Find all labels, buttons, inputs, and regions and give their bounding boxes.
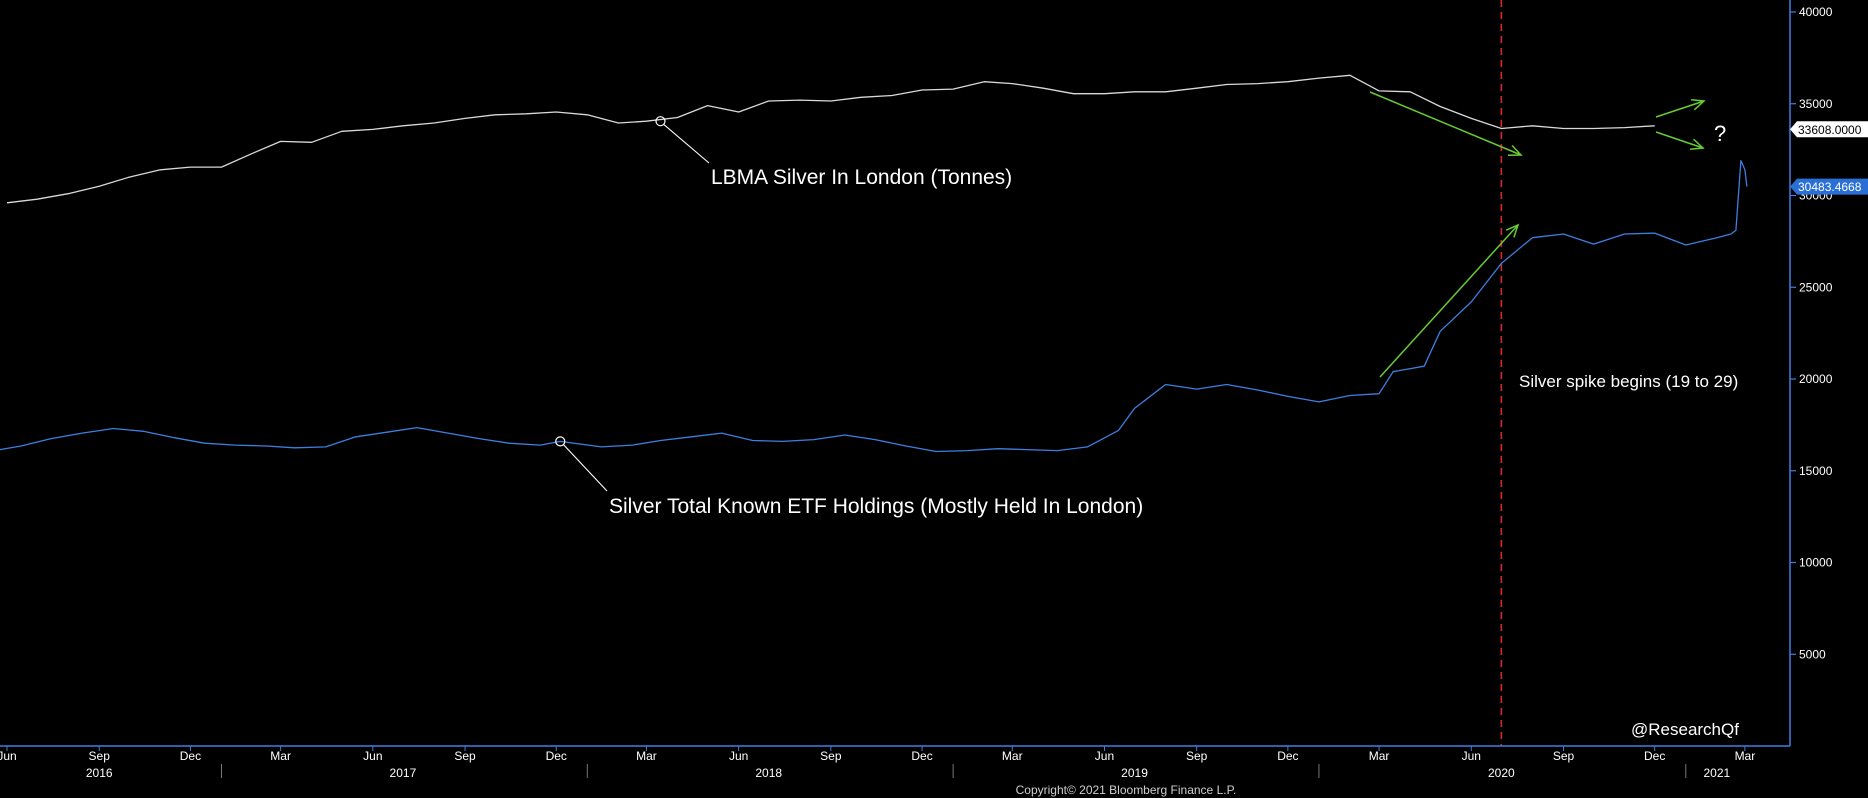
lbma-decline-arrow-head (1507, 144, 1523, 157)
up-question-arrow (1655, 100, 1705, 118)
year-label: 2021 (1703, 766, 1730, 780)
y-tick-label: 25000 (1799, 280, 1833, 294)
year-label: 2018 (755, 766, 782, 780)
x-tick-label: Dec (911, 749, 932, 763)
y-tick-label: 35000 (1799, 97, 1833, 111)
annotation-layer (555, 91, 1706, 492)
question-mark: ? (1714, 121, 1726, 146)
x-tick-label: Dec (180, 749, 201, 763)
lbma-marker-circle (655, 116, 666, 127)
x-tick-label: Sep (1186, 749, 1208, 763)
up-question-arrow-head (1691, 98, 1706, 111)
copyright: Copyright© 2021 Bloomberg Finance L.P. (1016, 783, 1237, 797)
y-tick-label: 20000 (1799, 372, 1833, 386)
x-tick-label: Dec (546, 749, 567, 763)
x-tick-label: Dec (1277, 749, 1298, 763)
axis-layer: 5000100001500020000250003000035000400003… (0, 0, 1868, 780)
x-tick-label: Dec (1644, 749, 1665, 763)
etf-rise-arrow (1379, 224, 1519, 378)
y-tick-label: 10000 (1799, 556, 1833, 570)
x-tick-label: Jun (363, 749, 382, 763)
y-tick-label: 5000 (1799, 647, 1826, 661)
x-tick-label: Jun (0, 749, 17, 763)
x-tick-label: Jun (729, 749, 748, 763)
y-tick-label: 40000 (1799, 5, 1833, 19)
year-label: 2019 (1121, 766, 1148, 780)
etf-label: Silver Total Known ETF Holdings (Mostly … (609, 495, 1143, 518)
lbma-decline-arrow (1369, 91, 1522, 156)
value-tag-label: 33608.0000 (1798, 123, 1862, 137)
y-tick-label: 15000 (1799, 464, 1833, 478)
x-tick-label: Mar (270, 749, 291, 763)
x-tick-label: Mar (1735, 749, 1756, 763)
etf-leader-line (562, 444, 608, 492)
x-tick-label: Sep (1553, 749, 1575, 763)
spike-label: Silver spike begins (19 to 29) (1519, 372, 1738, 391)
lbma-leader-line (663, 123, 710, 164)
watermark: @ResearchQf (1631, 720, 1739, 739)
series-layer (0, 74, 1748, 453)
etf-rise-arrow-head (1505, 223, 1520, 238)
lbma-series-line (6, 74, 1655, 204)
lbma-last-value-tag: 33608.0000 (1790, 121, 1868, 138)
etf-last-value-tag: 30483.4668 (1790, 178, 1868, 195)
x-tick-label: Mar (1369, 749, 1390, 763)
x-tick-label: Jun (1095, 749, 1114, 763)
x-tick-label: Sep (89, 749, 111, 763)
year-label: 2017 (390, 766, 417, 780)
lbma-label: LBMA Silver In London (Tonnes) (711, 166, 1012, 189)
down-question-arrow (1655, 131, 1704, 149)
x-tick-label: Sep (820, 749, 842, 763)
year-label: 2016 (86, 766, 113, 780)
etf-series-line (0, 159, 1748, 453)
x-tick-label: Mar (1002, 749, 1023, 763)
value-tag-shape (1790, 178, 1868, 195)
x-tick-label: Sep (454, 749, 476, 763)
year-label: 2020 (1488, 766, 1515, 780)
etf-marker-circle (555, 436, 566, 447)
x-tick-label: Jun (1462, 749, 1481, 763)
down-question-arrow-head (1690, 138, 1705, 150)
value-tag-label: 30483.4668 (1798, 180, 1862, 194)
x-tick-label: Mar (636, 749, 657, 763)
value-tag-shape (1790, 121, 1868, 138)
